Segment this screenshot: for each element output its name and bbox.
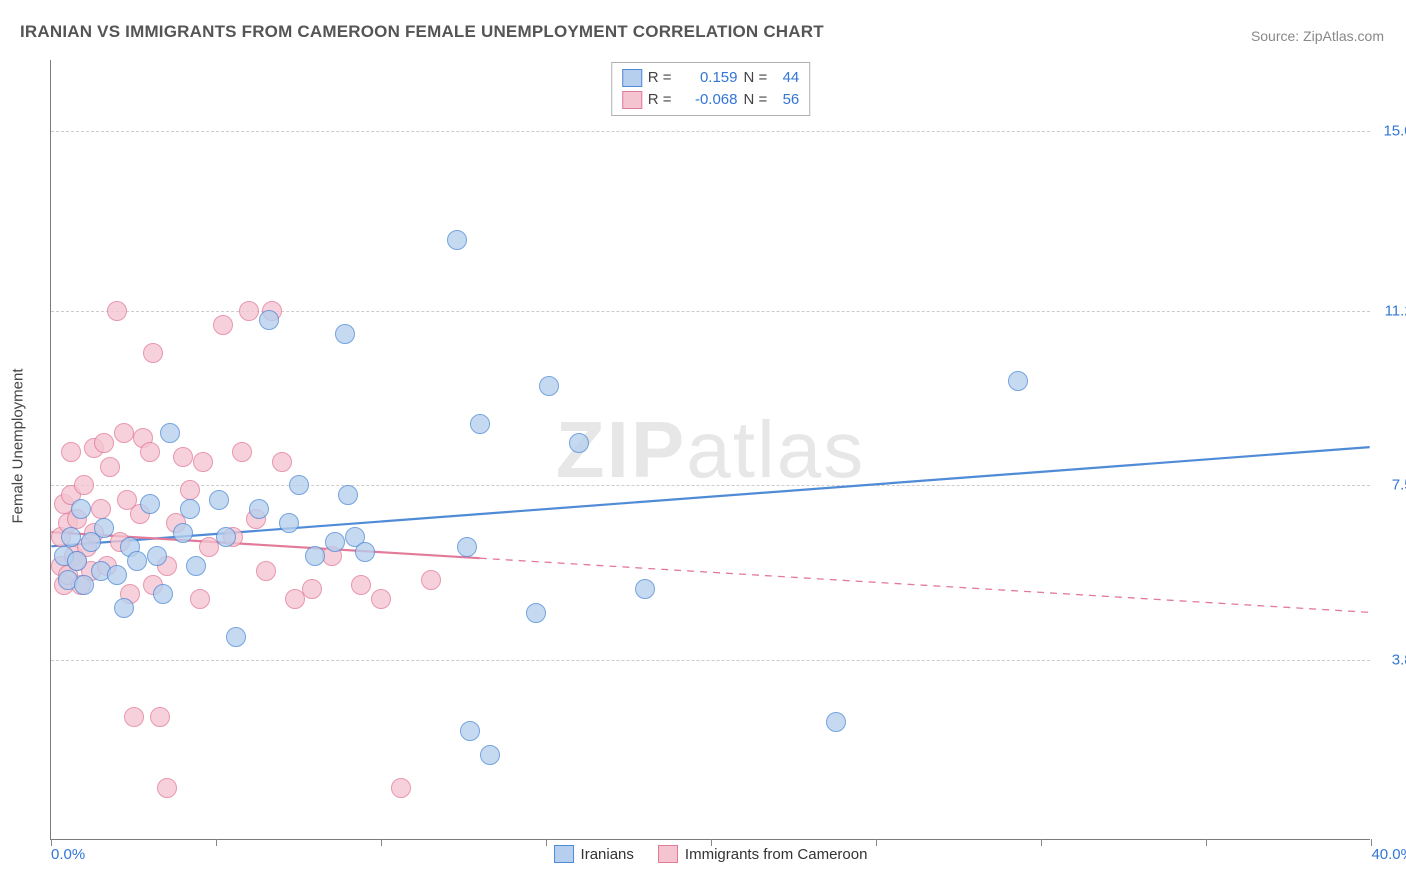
scatter-point (305, 546, 325, 566)
scatter-point (153, 584, 173, 604)
scatter-point (91, 499, 111, 519)
scatter-point (421, 570, 441, 590)
scatter-point (143, 343, 163, 363)
legend-bottom: Iranians Immigrants from Cameroon (554, 845, 868, 863)
legend-row-series-1: R = 0.159 N = 44 (622, 67, 800, 89)
scatter-point (193, 452, 213, 472)
y-tick-label: 15.0% (1383, 122, 1406, 139)
legend-n-label-1: N = (744, 67, 768, 89)
scatter-point (124, 707, 144, 727)
scatter-point (127, 551, 147, 571)
scatter-point (569, 433, 589, 453)
legend-row-series-2: R = -0.068 N = 56 (622, 89, 800, 111)
legend-bottom-item-1: Iranians (554, 845, 634, 863)
scatter-point (180, 480, 200, 500)
scatter-point (256, 561, 276, 581)
scatter-point (371, 589, 391, 609)
scatter-point (157, 778, 177, 798)
scatter-point (173, 523, 193, 543)
scatter-point (226, 627, 246, 647)
legend-swatch-2 (622, 91, 642, 109)
scatter-point (526, 603, 546, 623)
scatter-point (94, 433, 114, 453)
y-axis-label: Female Unemployment (10, 368, 27, 523)
legend-bottom-swatch-1 (554, 845, 574, 863)
legend-bottom-label-1: Iranians (581, 846, 634, 863)
scatter-point (114, 423, 134, 443)
scatter-point (325, 532, 345, 552)
scatter-point (213, 315, 233, 335)
scatter-point (355, 542, 375, 562)
scatter-point (140, 494, 160, 514)
scatter-point (67, 551, 87, 571)
legend-bottom-label-2: Immigrants from Cameroon (685, 846, 868, 863)
scatter-point (460, 721, 480, 741)
scatter-point (335, 324, 355, 344)
scatter-point (74, 475, 94, 495)
legend-n-value-2: 56 (773, 89, 799, 111)
y-tick-label: 3.8% (1392, 652, 1406, 669)
scatter-point (209, 490, 229, 510)
x-axis-end-label: 40.0% (1371, 846, 1406, 863)
scatter-point (635, 579, 655, 599)
chart-title: IRANIAN VS IMMIGRANTS FROM CAMEROON FEMA… (20, 22, 824, 42)
scatter-point (190, 589, 210, 609)
scatter-point (107, 301, 127, 321)
scatter-point (71, 499, 91, 519)
scatter-point (249, 499, 269, 519)
scatter-point (186, 556, 206, 576)
scatter-point (259, 310, 279, 330)
scatter-point (232, 442, 252, 462)
source-attribution: Source: ZipAtlas.com (1251, 28, 1384, 44)
scatter-point (279, 513, 299, 533)
x-axis-start-label: 0.0% (51, 846, 85, 863)
legend-r-value-1: 0.159 (678, 67, 738, 89)
scatter-point (114, 598, 134, 618)
scatter-point (289, 475, 309, 495)
scatter-point (338, 485, 358, 505)
scatter-point (160, 423, 180, 443)
scatter-point (480, 745, 500, 765)
legend-bottom-swatch-2 (658, 845, 678, 863)
scatter-point (1008, 371, 1028, 391)
legend-swatch-1 (622, 69, 642, 87)
scatter-point (457, 537, 477, 557)
legend-r-label-2: R = (648, 89, 672, 111)
scatter-point (140, 442, 160, 462)
scatter-point (94, 518, 114, 538)
scatter-point (302, 579, 322, 599)
scatter-point (391, 778, 411, 798)
scatter-point (61, 442, 81, 462)
scatter-point (239, 301, 259, 321)
legend-r-value-2: -0.068 (678, 89, 738, 111)
scatter-point (173, 447, 193, 467)
watermark-light: atlas (686, 405, 865, 494)
scatter-point (61, 527, 81, 547)
scatter-point (447, 230, 467, 250)
scatter-point (216, 527, 236, 547)
scatter-point (150, 707, 170, 727)
scatter-point (180, 499, 200, 519)
y-tick-label: 7.5% (1392, 477, 1406, 494)
legend-bottom-item-2: Immigrants from Cameroon (658, 845, 868, 863)
legend-r-label-1: R = (648, 67, 672, 89)
scatter-point (74, 575, 94, 595)
scatter-point (470, 414, 490, 434)
scatter-point (539, 376, 559, 396)
scatter-point (147, 546, 167, 566)
plot-area: ZIPatlas 3.8%7.5%11.2%15.0% 0.0% 40.0% R… (50, 60, 1370, 840)
scatter-point (826, 712, 846, 732)
legend-top: R = 0.159 N = 44 R = -0.068 N = 56 (611, 62, 811, 116)
legend-n-value-1: 44 (773, 67, 799, 89)
scatter-point (272, 452, 292, 472)
watermark: ZIPatlas (556, 404, 865, 496)
scatter-point (107, 565, 127, 585)
legend-n-label-2: N = (744, 89, 768, 111)
y-tick-label: 11.2% (1385, 302, 1406, 319)
scatter-point (100, 457, 120, 477)
scatter-point (351, 575, 371, 595)
